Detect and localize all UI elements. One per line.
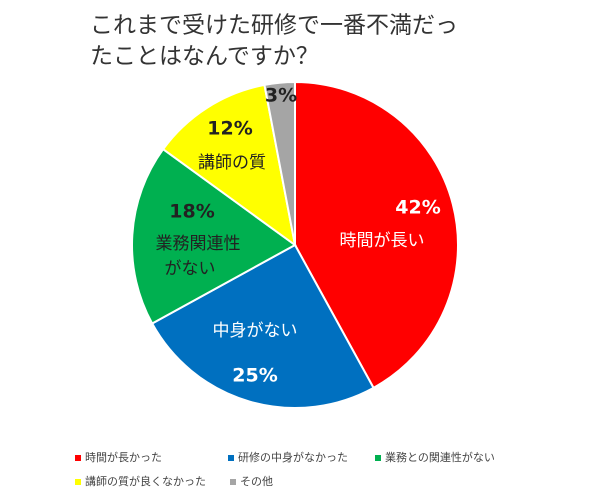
slice-label: 時間が長い (340, 231, 425, 251)
data-label: 3% (265, 85, 297, 107)
data-label: 25% (232, 365, 277, 387)
data-label: 42% (395, 197, 440, 219)
slice-label: がない (165, 259, 216, 279)
legend-label: 講師の質が良くなかった (85, 474, 206, 488)
legend-marker (375, 455, 381, 461)
data-label: 12% (207, 118, 252, 140)
legend-label: 業務との関連性がない (385, 450, 495, 464)
legend-marker (75, 479, 81, 485)
pie-slice (150, 243, 375, 409)
slice-label: 業務関連性 (156, 234, 241, 254)
pie-slice (263, 80, 296, 246)
data-label: 18% (169, 201, 214, 223)
chart-title: たことはなんですか？ (90, 44, 319, 70)
slice-label: 中身がない (213, 321, 298, 341)
slice-label: 講師の質 (198, 153, 266, 173)
pie-slice (294, 80, 459, 390)
pie-slice (161, 83, 297, 248)
pie-slice (131, 147, 297, 325)
legend-label: 研修の中身がなかった (238, 450, 348, 464)
legend-label: その他 (240, 475, 273, 488)
legend-label: 時間が長かった (85, 450, 162, 464)
legend-marker (228, 455, 234, 461)
legend-marker (75, 455, 81, 461)
legend-marker (230, 479, 236, 485)
chart-title: これまで受けた研修で一番不満だっ (90, 13, 458, 39)
